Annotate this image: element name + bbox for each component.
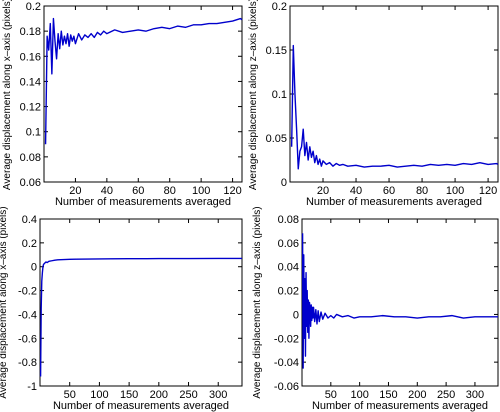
x-tick-label: 200 (408, 389, 426, 401)
chart-panel-1: 20 40 60 80 100 120 0.06 0.08 0.1 0.12 0.14 0.16 0.1… (2, 0, 243, 208)
x-tick-label: 50 (325, 389, 337, 401)
y-tick-label: 0.18 (20, 26, 41, 38)
y-tick-label: 0.2 (26, 1, 41, 13)
x-axis-label: Number of measurements averaged (55, 196, 231, 208)
x-tick-label: 60 (132, 185, 144, 197)
y-tick-label: 0.1 (272, 89, 287, 101)
plot-frame (301, 218, 499, 387)
x-tick-label: 100 (350, 389, 368, 401)
x-tick-label: 300 (466, 389, 484, 401)
y-tick-label: 0.2 (272, 1, 287, 13)
y-tick-label: 0.1 (26, 127, 41, 139)
x-tick-label: 40 (350, 185, 362, 197)
series-line (290, 44, 499, 170)
y-tick-label: 0.06 (278, 238, 299, 250)
x-tick-label: 60 (383, 185, 395, 197)
x-tick-label: 40 (101, 185, 113, 197)
x-axis-label: Number of measurements averaged (306, 196, 482, 208)
plot-frame (289, 5, 499, 183)
x-tick-label: 300 (209, 389, 227, 401)
x-tick-label: 120 (479, 185, 497, 197)
y-tick-label: 0 (281, 177, 287, 189)
y-tick-label: 0.08 (20, 152, 41, 164)
plot-frame (43, 5, 243, 183)
y-tick-label: 0 (31, 262, 37, 274)
chart-panel-3: 50 100 150 200 250 300 -1 -0.8 -0.6 -0.4 -0.2 0 0.2 0… (0, 206, 243, 412)
x-tick-label: 150 (120, 389, 138, 401)
y-axis-label: Average displacement along z–axis (pixel… (248, 0, 259, 190)
series-line (301, 233, 498, 369)
y-tick-label: 0.06 (20, 177, 41, 189)
y-tick-label: -1 (27, 381, 37, 393)
y-tick-label: -0.8 (18, 357, 37, 369)
y-tick-label: 0 (293, 309, 299, 321)
x-tick-label: 50 (64, 389, 76, 401)
y-axis-label: Average displacement along x–axis (pixel… (2, 0, 13, 190)
x-tick-label: 200 (150, 389, 168, 401)
x-tick-label: 80 (164, 185, 176, 197)
x-tick-label: 250 (437, 389, 455, 401)
x-tick-label: 100 (90, 389, 108, 401)
y-tick-label: -0.04 (274, 357, 299, 369)
chart-panel-4: 50 100 150 200 250 300 -0.06 -0.04 -0.02 0 0.02 0.0… (252, 206, 499, 412)
y-tick-label: 0.4 (22, 214, 37, 226)
x-tick-label: 120 (223, 185, 241, 197)
y-tick-label: 0.08 (278, 214, 299, 226)
x-axis-label: Number of measurements averaged (312, 400, 488, 412)
chart-panel-2: 20 40 60 80 100 120 0 0.05 0.1 0.15 0.2 Number of m… (248, 0, 499, 208)
x-tick-label: 20 (317, 185, 329, 197)
y-tick-label: -0.6 (18, 333, 37, 345)
y-tick-label: 0.15 (266, 45, 287, 57)
x-tick-label: 100 (192, 185, 210, 197)
y-tick-label: -0.2 (18, 286, 37, 298)
y-axis-label: Average displacement along x–axis (pixel… (0, 206, 9, 398)
x-tick-label: 20 (69, 185, 81, 197)
y-tick-label: -0.06 (274, 381, 299, 393)
plot-frame (39, 218, 243, 387)
series-line (39, 257, 242, 377)
y-tick-label: 0.05 (266, 133, 287, 145)
y-tick-label: 0.2 (22, 238, 37, 250)
y-tick-label: 0.14 (20, 76, 41, 88)
y-tick-label: 0.12 (20, 102, 41, 114)
x-tick-label: 100 (446, 185, 464, 197)
y-tick-label: -0.4 (18, 309, 37, 321)
x-axis-label: Number of measurements averaged (53, 400, 229, 412)
y-tick-label: 0.16 (20, 51, 41, 63)
x-tick-label: 150 (379, 389, 397, 401)
y-tick-label: 0.02 (278, 286, 299, 298)
x-tick-label: 250 (179, 389, 197, 401)
x-tick-label: 80 (416, 185, 428, 197)
series-line (44, 17, 243, 145)
y-axis-label: Average displacement along z–axis (pixel… (252, 206, 263, 398)
y-tick-label: 0.04 (278, 262, 299, 274)
y-tick-label: -0.02 (274, 333, 299, 345)
